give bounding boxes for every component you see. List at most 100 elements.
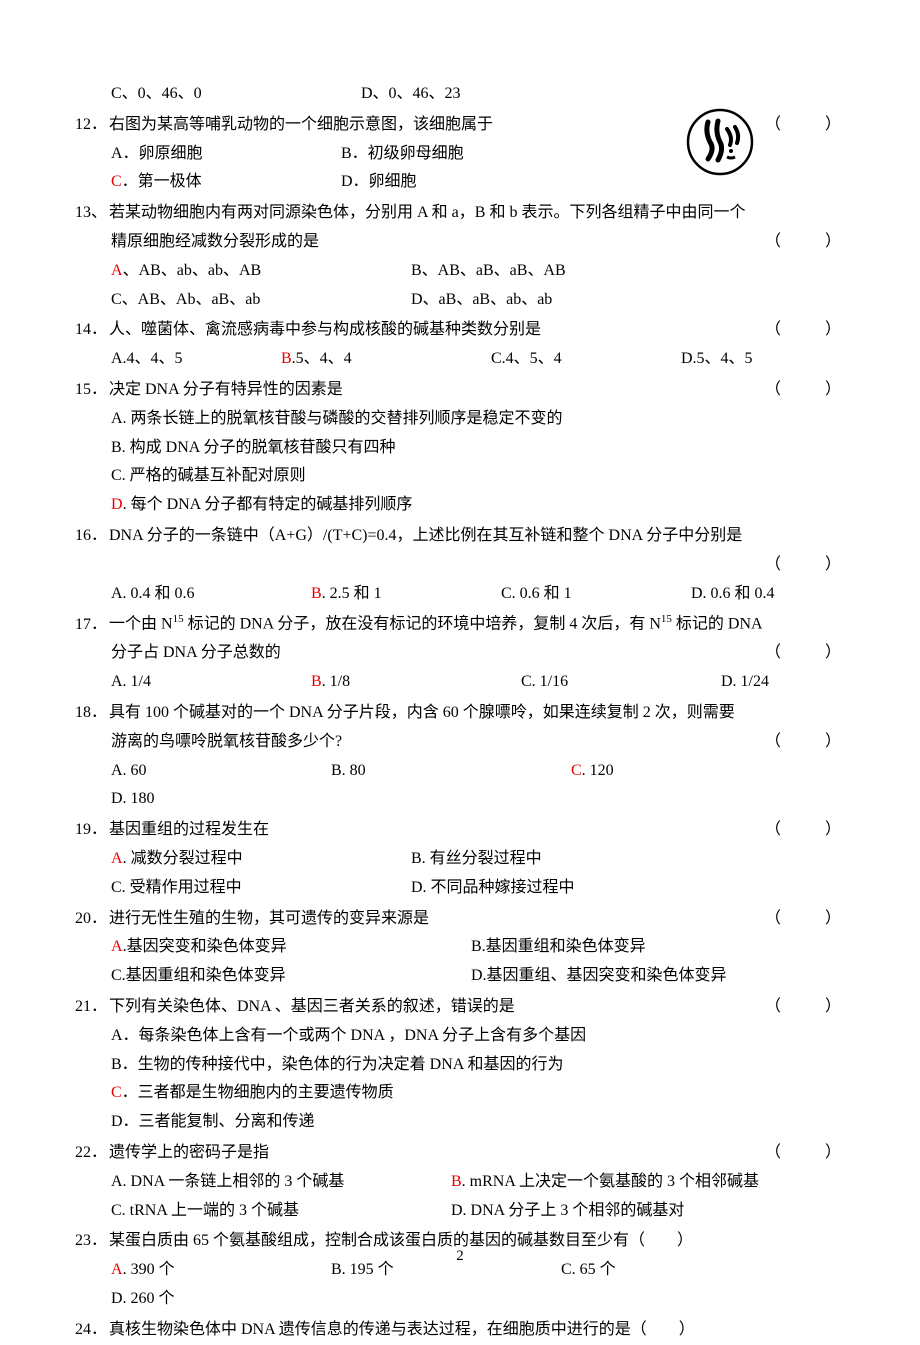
q19-paren: （ ）: [765, 816, 845, 845]
q20-num: 20．: [75, 905, 109, 934]
q13-paren: （ ）: [765, 228, 845, 257]
q15-num: 15．: [75, 376, 109, 405]
q13-a-label: A: [111, 262, 123, 279]
question-23: 23． 某蛋白质由 65 个氨基酸组成，控制合成该蛋白质的基因的碱基数目至少有（…: [75, 1227, 845, 1313]
q16-opt-c: C. 0.6 和 1: [501, 580, 651, 609]
q13-opt-b: B、AB、aB、aB、AB: [411, 257, 566, 286]
q22-paren: （ ）: [765, 1139, 845, 1168]
q11-opt-d: D、0、46、23: [361, 80, 461, 109]
q12-opt-a: A．卵原细胞: [111, 140, 301, 169]
q12-paren: （ ）: [765, 111, 845, 140]
q18-opt-d: D. 180: [111, 785, 155, 814]
q14-opt-a: A.4、4、5: [111, 345, 241, 374]
q16-paren: （ ）: [75, 551, 845, 580]
q13-text: 若某动物细胞内有两对同源染色体，分别用 A 和 a，B 和 b 表示。下列各组精…: [109, 199, 845, 228]
q13-opt-a: A、AB、ab、ab、AB: [111, 257, 371, 286]
q23-opt-b: B. 195 个: [331, 1256, 521, 1285]
page-number: 2: [456, 1243, 464, 1270]
q16-opt-a: A. 0.4 和 0.6: [111, 580, 271, 609]
q14-b-text: .5、4、4: [292, 350, 352, 367]
question-22: 22． 遗传学上的密码子是指 （ ） A. DNA 一条链上相邻的 3 个碱基 …: [75, 1139, 845, 1225]
q15-paren: （ ）: [765, 376, 845, 405]
q19-a-text: . 减数分裂过程中: [123, 850, 243, 867]
q13-a-text: 、AB、ab、ab、AB: [123, 262, 262, 279]
q17-opt-c: C. 1/16: [521, 668, 681, 697]
q21-text: 下列有关染色体、DNA 、基因三者关系的叙述，错误的是: [109, 993, 845, 1022]
question-14: 14． 人、噬菌体、禽流感病毒中参与构成核酸的碱基种类数分别是 （ ） A.4、…: [75, 316, 845, 374]
q19-text: 基因重组的过程发生在: [109, 816, 845, 845]
q22-b-label: B: [451, 1173, 462, 1190]
q23-opt-d: D. 260 个: [111, 1285, 175, 1314]
q15-opt-b: B. 构成 DNA 分子的脱氧核苷酸只有四种: [111, 434, 845, 463]
q21-opt-d: D．三者能复制、分离和传递: [111, 1108, 845, 1137]
q20-a-label: A: [111, 938, 123, 955]
q16-num: 16．: [75, 522, 109, 551]
q18-cont: 游离的鸟嘌呤脱氧核苷酸多少个?: [111, 728, 765, 757]
q12-c-text: ．第一极体: [122, 173, 202, 190]
q18-c-label: C: [571, 762, 582, 779]
q20-opt-d: D.基因重组、基因突变和染色体变异: [471, 962, 727, 991]
q23-num: 23．: [75, 1227, 109, 1256]
q17-opt-d: D. 1/24: [721, 668, 769, 697]
q16-opt-b: B. 2.5 和 1: [311, 580, 461, 609]
q14-opt-d: D.5、4、5: [681, 345, 753, 374]
q20-a-text: .基因突变和染色体变异: [123, 938, 287, 955]
q14-b-label: B: [281, 350, 292, 367]
q24-text: 真核生物染色体中 DNA 遗传信息的传递与表达过程，在细胞质中进行的是（ ）: [109, 1316, 845, 1345]
q17-opt-a: A. 1/4: [111, 668, 271, 697]
q21-opt-a: A．每条染色体上含有一个或两个 DNA ，DNA 分子上含有多个基因: [111, 1022, 845, 1051]
question-20: 20． 进行无性生殖的生物，其可遗传的变异来源是 （ ） A.基因突变和染色体变…: [75, 905, 845, 991]
q12-opt-d: D．卵细胞: [341, 168, 417, 197]
question-21: 21． 下列有关染色体、DNA 、基因三者关系的叙述，错误的是 （ ） A．每条…: [75, 993, 845, 1137]
question-15: 15． 决定 DNA 分子有特异性的因素是 （ ） A. 两条长链上的脱氧核苷酸…: [75, 376, 845, 520]
q18-text: 具有 100 个碱基对的一个 DNA 分子片段，内含 60 个腺嘌呤，如果连续复…: [109, 699, 845, 728]
q11-opt-c: C、0、46、0: [111, 80, 321, 109]
q23-opt-c: C. 65 个: [561, 1256, 721, 1285]
q20-text: 进行无性生殖的生物，其可遗传的变异来源是: [109, 905, 845, 934]
q22-b-text: . mRNA 上决定一个氨基酸的 3 个相邻碱基: [462, 1173, 759, 1190]
q19-opt-a: A. 减数分裂过程中: [111, 845, 371, 874]
q21-num: 21．: [75, 993, 109, 1022]
q14-opt-b: B.5、4、4: [281, 345, 451, 374]
q22-opt-c: C. tRNA 上一端的 3 个碱基: [111, 1197, 411, 1226]
q16-opt-d: D. 0.6 和 0.4: [691, 580, 775, 609]
q18-paren: （ ）: [765, 728, 845, 757]
q19-opt-b: B. 有丝分裂过程中: [411, 845, 542, 874]
q17-cont: 分子占 DNA 分子总数的: [111, 639, 765, 668]
q17-num: 17．: [75, 611, 109, 640]
q13-opt-c: C、AB、Ab、aB、ab: [111, 286, 371, 315]
q23-text: 某蛋白质由 65 个氨基酸组成，控制合成该蛋白质的基因的碱基数目至少有（ ）: [109, 1227, 845, 1256]
q15-opt-c: C. 严格的碱基互补配对原则: [111, 462, 845, 491]
q23-a-label: A: [111, 1261, 123, 1278]
q19-num: 19．: [75, 816, 109, 845]
q22-opt-a: A. DNA 一条链上相邻的 3 个碱基: [111, 1168, 411, 1197]
q22-text: 遗传学上的密码子是指: [109, 1139, 845, 1168]
cell-diagram-icon: [685, 107, 755, 177]
q15-d-label: D: [111, 496, 123, 513]
q13-cont: 精原细胞经减数分裂形成的是: [111, 228, 765, 257]
question-24: 24． 真核生物染色体中 DNA 遗传信息的传递与表达过程，在细胞质中进行的是（…: [75, 1316, 845, 1345]
q21-paren: （ ）: [765, 993, 845, 1022]
q20-opt-c: C.基因重组和染色体变异: [111, 962, 431, 991]
q20-opt-a: A.基因突变和染色体变异: [111, 933, 431, 962]
q18-opt-a: A. 60: [111, 757, 291, 786]
q21-opt-b: B．生物的传种接代中，染色体的行为决定着 DNA 和基因的行为: [111, 1051, 845, 1080]
q23-a-text: . 390 个: [123, 1261, 175, 1278]
q17-text: 一个由 N15 标记的 DNA 分子，放在没有标记的环境中培养，复制 4 次后，…: [109, 610, 845, 639]
q19-opt-c: C. 受精作用过程中: [111, 874, 371, 903]
q22-opt-d: D. DNA 分子上 3 个相邻的碱基对: [451, 1197, 684, 1226]
question-18: 18． 具有 100 个碱基对的一个 DNA 分子片段，内含 60 个腺嘌呤，如…: [75, 699, 845, 814]
q12-opt-b: B．初级卵母细胞: [341, 140, 464, 169]
q19-a-label: A: [111, 850, 123, 867]
q15-opt-a: A. 两条长链上的脱氧核苷酸与磷酸的交替排列顺序是稳定不变的: [111, 405, 845, 434]
q18-num: 18．: [75, 699, 109, 728]
q17-paren: （ ）: [765, 639, 845, 668]
q17-opt-b: B. 1/8: [311, 668, 481, 697]
q18-opt-b: B. 80: [331, 757, 531, 786]
question-13: 13、 若某动物细胞内有两对同源染色体，分别用 A 和 a，B 和 b 表示。下…: [75, 199, 845, 314]
q20-paren: （ ）: [765, 905, 845, 934]
q21-c-text: ．三者都是生物细胞内的主要遗传物质: [122, 1084, 394, 1101]
q12-num: 12．: [75, 111, 109, 140]
q13-opt-d: D、aB、aB、ab、ab: [411, 286, 552, 315]
q15-opt-d: D. 每个 DNA 分子都有特定的碱基排列顺序: [111, 491, 845, 520]
